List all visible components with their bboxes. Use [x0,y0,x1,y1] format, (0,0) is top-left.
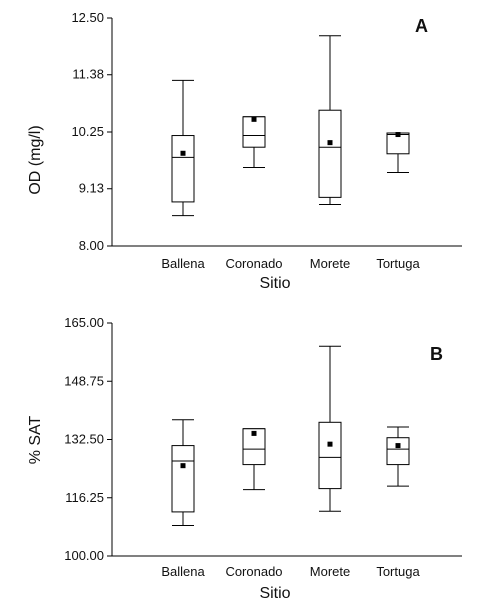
y-tick-label: 11.38 [72,67,104,82]
y-tick-label: 100.00 [64,548,104,563]
y-tick-label: 148.75 [64,373,104,388]
x-tick-label: Morete [310,564,350,579]
mean-marker [251,430,257,436]
x-axis-title: Sitio [259,585,290,602]
x-tick-label: Tortuga [376,564,420,579]
panel-label: B [430,344,443,364]
mean-marker [395,443,401,449]
y-tick-label: 116.25 [65,490,104,505]
iqr-box [171,445,195,513]
box-tortuga [386,426,410,487]
y-tick-label: 12.50 [71,10,104,25]
box-ballena [171,79,195,217]
box-coronado [242,428,266,491]
y-tick-label: 8.00 [79,238,104,253]
x-tick-label: Tortuga [376,256,420,271]
panel-b: 100.00 116.25 132.50 148.75 165.00 Ballena Cor… [27,315,462,602]
iqr-box [386,437,410,466]
x-tick-label: Ballena [161,564,205,579]
mean-marker [180,463,186,469]
x-tick-label: Coronado [225,564,282,579]
iqr-box [318,421,342,490]
x-tick-label: Coronado [225,256,282,271]
iqr-box [242,116,266,148]
mean-marker [180,150,186,156]
y-tick-label: 165.00 [64,315,104,330]
y-tick-label: 132.50 [64,432,104,447]
y-axis-title: OD (mg/l) [27,125,44,194]
panel-label: A [415,16,428,36]
mean-marker [327,441,333,447]
box-ballena [171,419,195,527]
mean-marker [395,132,401,138]
mean-marker [327,140,333,146]
box-morete [318,345,342,512]
iqr-box [171,135,195,203]
box-morete [318,35,342,205]
box-tortuga [386,132,410,174]
y-axis-title: % SAT [27,415,44,464]
iqr-box [318,109,342,198]
y-tick-label: 10.25 [71,124,104,139]
box-coronado [242,116,266,168]
x-tick-label: Ballena [161,256,205,271]
panel-a: 8.00 9.13 10.25 11.38 12.50 Ballena Coronado Mo… [27,10,462,292]
mean-marker [251,116,257,122]
iqr-box [242,428,266,466]
x-tick-label: Morete [310,256,350,271]
x-axis-title: Sitio [259,275,290,292]
y-tick-label: 9.13 [79,181,104,196]
